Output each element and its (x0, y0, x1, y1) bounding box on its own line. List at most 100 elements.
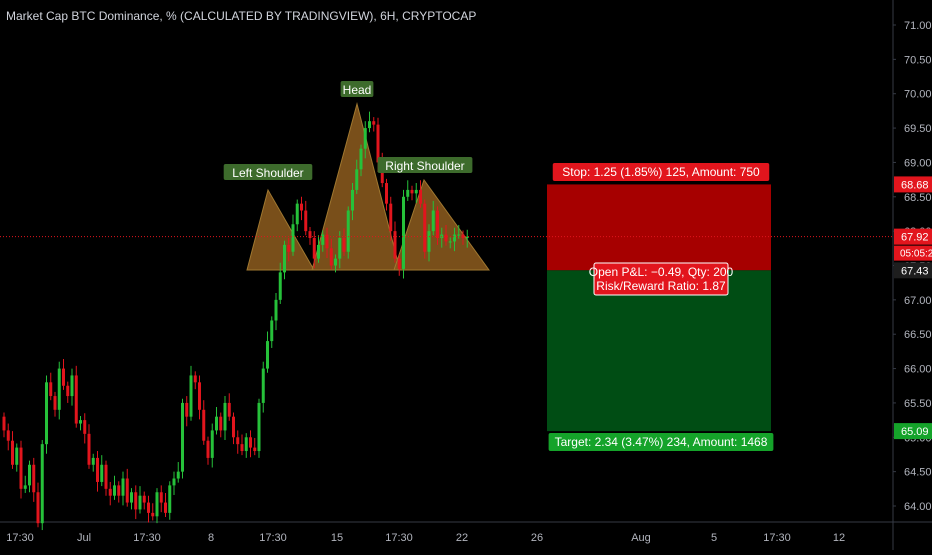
candle (266, 341, 269, 369)
candle (6, 430, 10, 441)
stop-label-bg (552, 163, 770, 181)
candle (300, 203, 303, 211)
candle (249, 437, 252, 448)
y-tick-label: 66.50 (904, 329, 932, 341)
candle (359, 148, 363, 170)
candle (62, 368, 65, 386)
y-tick-label: 70.00 (904, 89, 932, 101)
candle (240, 444, 244, 452)
candle (389, 203, 393, 232)
candle (121, 478, 125, 496)
right-shoulder-label-bg (377, 157, 473, 173)
x-tick-label: 17:30 (259, 532, 287, 544)
candle (11, 440, 14, 465)
candle (185, 402, 189, 417)
candle (423, 203, 427, 252)
candle (321, 234, 325, 245)
candle (15, 447, 19, 465)
candle (376, 124, 380, 163)
candle (312, 238, 316, 259)
y-tick-label: 68.50 (904, 192, 932, 204)
candle (227, 402, 231, 417)
pnl-label-line2: Risk/Reward Ratio: 1.87 (596, 279, 726, 293)
candle (40, 444, 44, 524)
target-label-bg (548, 433, 774, 451)
candle (406, 189, 410, 197)
candle (70, 375, 74, 397)
candle (130, 492, 133, 503)
candle (274, 299, 278, 321)
candle (202, 409, 206, 441)
x-tick-label: 5 (711, 532, 717, 544)
candle (108, 488, 112, 496)
candle (193, 375, 197, 383)
candle (151, 512, 155, 517)
candle (393, 231, 397, 259)
head-label: Head (343, 83, 372, 97)
candle (66, 385, 70, 397)
candle (172, 478, 176, 486)
candle (96, 457, 99, 482)
x-tick-label: 22 (456, 532, 468, 544)
candle (53, 396, 57, 410)
candle (325, 234, 329, 249)
candle (355, 169, 359, 190)
candle (142, 495, 146, 503)
candle (444, 234, 448, 242)
candle (363, 128, 367, 149)
candle (189, 375, 193, 417)
candle (113, 485, 116, 496)
candle (308, 231, 312, 239)
candle (278, 272, 282, 300)
candle (410, 189, 414, 194)
candle (253, 447, 257, 452)
candle (368, 121, 371, 129)
x-tick-label: Aug (631, 532, 651, 544)
candle (448, 241, 452, 243)
candle (346, 210, 350, 252)
candle (465, 236, 469, 239)
y-tick-label: 70.50 (904, 54, 932, 66)
candle (257, 402, 261, 452)
target-zone (547, 270, 771, 432)
candle (287, 244, 291, 252)
candle (414, 189, 418, 194)
candle (164, 502, 167, 513)
candle (402, 196, 405, 269)
candle (261, 368, 265, 403)
candle (219, 416, 223, 431)
candle (453, 234, 456, 242)
x-tick-label: 26 (531, 532, 543, 544)
x-tick-label: 17:30 (6, 532, 34, 544)
stop-label: Stop: 1.25 (1.85%) 125, Amount: 750 (562, 165, 760, 179)
stop-price-tag-bg (894, 176, 932, 193)
x-tick-label: Jul (77, 532, 91, 544)
candle (372, 121, 376, 125)
candle (351, 189, 354, 211)
pattern-triangle (393, 178, 490, 271)
candle (397, 258, 401, 269)
y-tick-label: 64.00 (904, 501, 932, 513)
candle (138, 495, 142, 510)
countdown-label: 05:05:26 (900, 249, 932, 260)
current-price-tag: 67.92 (901, 232, 929, 244)
candle (147, 502, 150, 513)
candle (329, 248, 333, 266)
chart-title: Market Cap BTC Dominance, % (CALCULATED … (6, 9, 477, 23)
candle (74, 375, 78, 424)
pattern-triangle (246, 188, 315, 271)
candle (36, 492, 40, 524)
y-tick-label: 67.00 (904, 295, 932, 307)
candle (176, 471, 180, 479)
candle (100, 464, 104, 482)
y-tick-label: 71.00 (904, 20, 932, 32)
candle (304, 210, 308, 232)
candle (134, 492, 138, 510)
candle (457, 234, 461, 236)
y-tick-label: 66.00 (904, 364, 932, 376)
pnl-label-bg (593, 262, 729, 296)
candle (206, 440, 210, 458)
pnl-label-line1: Open P&L: −0.49, Qty: 200 (589, 265, 734, 279)
